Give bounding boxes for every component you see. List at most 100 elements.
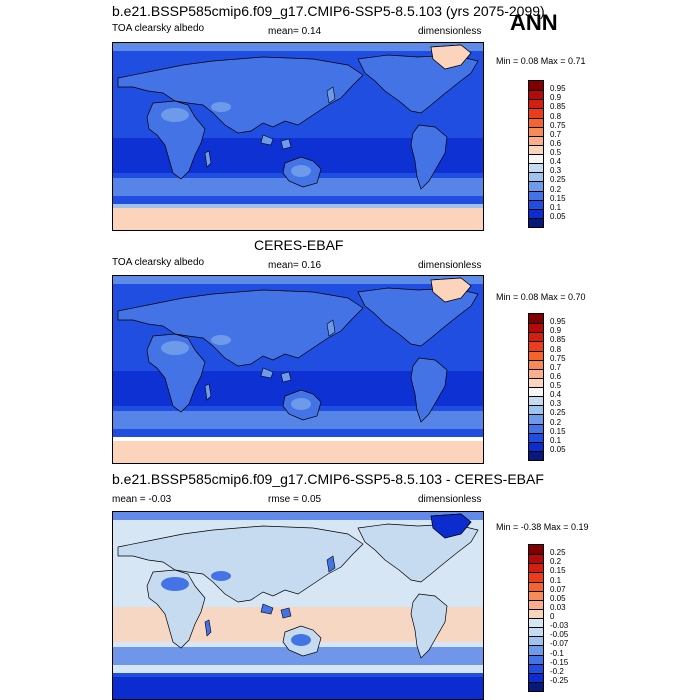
panel-2-units-label: dimensionless	[418, 260, 482, 271]
panel-1-map	[112, 42, 484, 231]
panel-2-title: CERES-EBAF	[254, 237, 344, 253]
southern-ocean-band	[113, 647, 483, 665]
colorbar-tick-label: 0.25	[550, 548, 566, 558]
colorbar-swatch	[529, 163, 543, 173]
colorbar-swatch	[529, 599, 543, 609]
panel-3-minmax-label: Min = -0.38 Max = 0.19	[496, 522, 589, 532]
colorbar-swatch	[529, 423, 543, 433]
colorbar-tick-label: 0.6	[550, 138, 562, 148]
panel-2-minmax-label: Min = 0.08 Max = 0.70	[496, 292, 586, 302]
greenland-outline	[430, 513, 472, 539]
colorbar-swatch	[529, 332, 543, 342]
panel-3-map	[112, 511, 484, 700]
panel-2-mean-label: mean= 0.16	[268, 260, 322, 271]
colorbar-tick-label: 0.1	[550, 575, 562, 585]
antarctic-band	[113, 677, 483, 699]
colorbar-tick-label: 0.8	[550, 344, 562, 354]
colorbar-swatch	[529, 135, 543, 145]
desert-region	[291, 634, 311, 646]
colorbar-swatch	[529, 190, 543, 200]
panel-3-map-svg	[113, 512, 483, 699]
antarctic-band	[113, 208, 483, 230]
continent-outline	[410, 593, 448, 659]
continent-outline	[117, 56, 364, 134]
colorbar-swatch	[529, 450, 543, 460]
colorbar-tick-label: 0.6	[550, 371, 562, 381]
colorbar-tick-label: 0.85	[550, 102, 566, 112]
colorbar-swatch	[529, 654, 543, 664]
colorbar-tick-label: 0.05	[550, 593, 566, 603]
antarctic-edge	[113, 437, 483, 441]
continent-outline	[146, 569, 206, 649]
colorbar-tick-label: 0.03	[550, 602, 566, 612]
panel-3-colorbar	[528, 544, 544, 692]
island-outline	[326, 319, 336, 337]
colorbar-tick-label: 0.95	[550, 84, 566, 94]
colorbar-tick-label: 0.8	[550, 111, 562, 121]
colorbar-swatch	[529, 172, 543, 182]
island-outline	[260, 134, 274, 146]
colorbar-swatch	[529, 663, 543, 673]
colorbar-tick-label: 0.3	[550, 166, 562, 176]
colorbar-tick-label: 0	[550, 612, 555, 621]
colorbar-swatch	[529, 608, 543, 618]
colorbar-swatch	[529, 636, 543, 646]
colorbar-swatch	[529, 377, 543, 387]
colorbar-tick-label: 0.4	[550, 390, 562, 400]
colorbar-tick-label: -0.2	[550, 666, 564, 676]
colorbar-swatch	[529, 545, 543, 555]
colorbar-swatch	[529, 154, 543, 164]
colorbar-swatch	[529, 572, 543, 582]
panel-1-map-svg	[113, 43, 483, 230]
colorbar-swatch	[529, 432, 543, 442]
colorbar-swatch	[529, 645, 543, 655]
panel-1-mean-label: mean= 0.14	[268, 26, 322, 37]
colorbar-tick-label: 0.9	[550, 93, 562, 103]
island-outline	[260, 603, 274, 615]
colorbar-tick-label: 0.4	[550, 157, 562, 167]
desert-region	[211, 102, 231, 112]
colorbar-tick-label: 0.05	[550, 444, 566, 454]
colorbar-swatch	[529, 359, 543, 369]
island-outline	[260, 367, 274, 379]
desert-region	[211, 571, 231, 581]
colorbar-swatch	[529, 672, 543, 682]
colorbar-swatch	[529, 590, 543, 600]
panel-2-variable-label: TOA clearsky albedo	[112, 257, 205, 268]
colorbar-swatch	[529, 99, 543, 109]
colorbar-tick-label: 0.85	[550, 335, 566, 345]
colorbar-tick-label: 0.5	[550, 148, 562, 157]
desert-region	[161, 577, 189, 591]
continent-outline	[410, 357, 448, 423]
colorbar-swatch	[529, 563, 543, 573]
colorbar-tick-label: -0.07	[550, 639, 569, 649]
colorbar-tick-label: 0.75	[550, 120, 566, 130]
desert-region	[211, 335, 231, 345]
panel-2-colorbar	[528, 313, 544, 461]
colorbar-swatch	[529, 314, 543, 324]
colorbar-tick-label: 0.05	[550, 211, 566, 221]
colorbar-tick-label: -0.05	[550, 630, 569, 640]
colorbar-tick-label: -0.03	[550, 621, 569, 631]
season-label: ANN	[510, 10, 558, 35]
island-outline	[280, 138, 292, 150]
colorbar-swatch	[529, 341, 543, 351]
colorbar-swatch	[529, 681, 543, 691]
colorbar-swatch	[529, 90, 543, 100]
desert-region	[161, 108, 189, 122]
island-outline	[326, 555, 336, 573]
arctic-band	[113, 43, 483, 51]
panel-1-units-label: dimensionless	[418, 26, 482, 37]
colorbar-tick-label: 0.1	[550, 202, 562, 212]
colorbar-tick-label: 0.15	[550, 566, 566, 576]
greenland-outline	[430, 44, 472, 70]
panel-3-units-label: dimensionless	[418, 494, 482, 505]
panel-1-variable-label: TOA clearsky albedo	[112, 23, 205, 34]
colorbar-swatch	[529, 396, 543, 406]
island-outline	[280, 371, 292, 383]
panel-3-mean-label: mean = -0.03	[112, 494, 172, 505]
island-outline	[204, 383, 212, 401]
colorbar-swatch	[529, 126, 543, 136]
continent-outline	[146, 333, 206, 413]
colorbar-swatch	[529, 441, 543, 451]
